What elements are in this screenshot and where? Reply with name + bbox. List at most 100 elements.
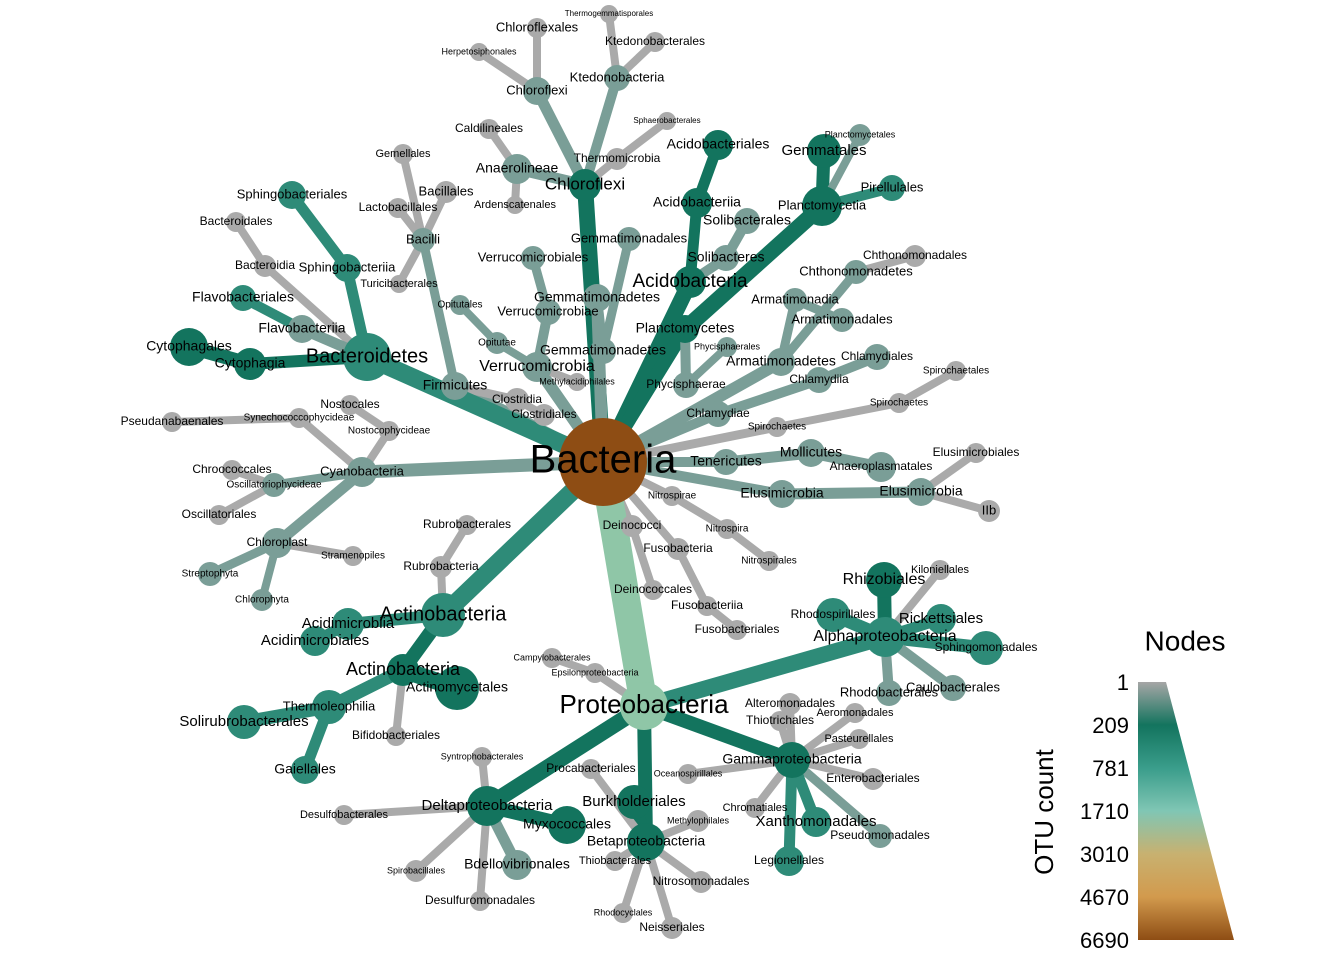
label-deinococci: Deinococci — [603, 518, 662, 532]
legend-axis-label: OTU count — [1029, 748, 1059, 874]
label-chthonomonadetes: Chthonomonadetes — [799, 263, 913, 278]
edge-ktedonobacteria — [580, 73, 622, 190]
label-phycisphaerae: Phycisphaerae — [646, 377, 726, 391]
node-chlorophyta — [251, 589, 273, 611]
node-acidobacteriales — [703, 130, 733, 160]
legend-tick-label: 1710 — [1080, 799, 1129, 824]
label-chlamydiae: Chlamydiae — [686, 406, 750, 420]
label-gemellales: Gemellales — [375, 148, 431, 160]
node-spirochaetales — [946, 361, 966, 381]
label-epsilonproteobacteria: Epsilonproteobacteria — [551, 667, 638, 677]
label-bacteroidetes: Bacteroidetes — [306, 345, 428, 367]
label-verrucomicrobia: Verrucomicrobia — [479, 358, 595, 375]
node-bacteroidia — [254, 255, 276, 277]
node-spirochaetes — [767, 417, 787, 437]
node-fusobacteriia — [697, 596, 717, 616]
node-chlamydiales — [864, 344, 890, 370]
node-acidobacteriia — [682, 188, 712, 218]
node-bacteria — [559, 418, 647, 506]
node-verrucomicrobiae — [535, 299, 561, 325]
node-methylophilales — [687, 810, 709, 832]
label-myxococcales: Myxococcales — [523, 816, 611, 832]
node-armatimonadetes — [767, 348, 795, 376]
label-firmicutes: Firmicutes — [423, 377, 488, 393]
edge-sphingobacteriales — [286, 189, 353, 274]
label-neisseriales: Neisseriales — [639, 920, 704, 934]
label-spirochaetales: Spirochaetales — [923, 366, 989, 377]
legend-tick-label: 1 — [1117, 670, 1129, 695]
node-gemellales — [393, 144, 413, 164]
label-rhizobiales: Rhizobiales — [843, 571, 926, 588]
label-chlorophyta: Chlorophyta — [235, 595, 289, 606]
label-pirellulales: Pirellulales — [861, 179, 924, 194]
label-chloroflexales: Chloroflexales — [496, 19, 579, 34]
label-verrucomicrobiae: Verrucomicrobiae — [497, 303, 598, 318]
label-deltaproteobacteria: Deltaproteobacteria — [422, 797, 554, 814]
legend-tick-label: 4670 — [1080, 885, 1129, 910]
node-myxococcales — [548, 806, 586, 844]
tree-nodes — [162, 5, 1003, 939]
node-bacilli — [411, 228, 435, 252]
label-nitrosomonadales: Nitrosomonadales — [653, 874, 750, 888]
edge-nitrospira — [668, 492, 731, 533]
label-nostocales: Nostocales — [320, 397, 379, 411]
node-epsilonproteobacteria — [585, 663, 605, 683]
label-legionellales: Legionellales — [754, 853, 824, 867]
label-sphingomonadales: Sphingomonadales — [935, 640, 1038, 654]
node-thiotrichales — [770, 711, 790, 731]
legend-tick-label: 3010 — [1080, 842, 1129, 867]
label-cytophagales: Cytophagales — [146, 338, 232, 354]
edge-chthonomonadetes — [776, 267, 861, 367]
label-tenericutes: Tenericutes — [690, 453, 762, 469]
node-planctomycetia — [802, 186, 842, 226]
node-ktedonobacterales — [645, 32, 665, 52]
label-enterobacteriales: Enterobacteriales — [826, 771, 919, 785]
legend-color-scale — [1138, 682, 1234, 940]
node-stramenopiles — [343, 546, 363, 566]
node-actinobacteria_c — [387, 654, 419, 686]
label-ktedonobacterales: Ktedonobacterales — [605, 34, 705, 48]
node-deltaproteobacteria — [467, 786, 507, 826]
label-iib: IIb — [982, 502, 996, 517]
label-acidimicrobiales: Acidimicrobiales — [261, 632, 369, 649]
node-turicibacterales — [390, 275, 408, 293]
node-deinococci — [621, 515, 643, 537]
node-chloroflexi_c — [523, 77, 551, 105]
edge-bacilli — [418, 235, 460, 391]
label-elusimicrobia: Elusimicrobia — [740, 485, 823, 501]
node-pseudomonadales — [868, 824, 892, 848]
label-thermogemmatisporales: Thermogemmatisporales — [565, 9, 653, 18]
label-thiobacterales: Thiobacterales — [579, 855, 652, 867]
legend-tick-label: 6690 — [1080, 928, 1129, 953]
label-sphingobacteriia: Sphingobacteriia — [299, 259, 397, 274]
label-synechococcophycideae: Synechococcophycideae — [244, 413, 355, 424]
label-bifidobacteriales: Bifidobacteriales — [352, 728, 440, 742]
node-verrucomicrobia — [522, 352, 552, 382]
label-opitutae: Opitutae — [478, 338, 516, 349]
node-chthonomonadales — [904, 245, 926, 267]
label-armatimonadia: Armatimonadia — [751, 291, 839, 306]
label-cytophagia: Cytophagia — [215, 355, 286, 371]
label-actinobacteria_c: Actinobacteria — [346, 659, 461, 679]
node-bacillales — [435, 181, 457, 203]
edge-gemmatimonadales — [598, 234, 634, 356]
node-alphaproteobacteria — [865, 617, 905, 657]
label-anaeroplasmatales: Anaeroplasmatales — [830, 459, 933, 473]
label-acidobacteriia: Acidobacteriia — [653, 194, 741, 210]
label-bacteria: Bacteria — [530, 438, 677, 482]
node-nitrospirae — [662, 486, 682, 506]
legend-tick-label: 209 — [1092, 713, 1129, 738]
node-bacteroidetes — [343, 333, 391, 381]
node-thermogemmatisporales — [600, 5, 618, 23]
node-aeromonadales — [845, 703, 865, 723]
legend-tick-label: 781 — [1092, 756, 1129, 781]
label-thermoleophilia: Thermoleophilia — [283, 698, 376, 713]
node-desulfuromonadales — [470, 891, 490, 911]
node-proteobacteria — [620, 682, 668, 730]
node-oscillatoriophycideae — [262, 473, 286, 497]
label-pseudomonadales: Pseudomonadales — [830, 828, 929, 842]
node-legionellales — [774, 846, 804, 876]
label-fusobacteria: Fusobacteria — [643, 541, 713, 555]
node-nostocophycideae — [379, 421, 399, 441]
edge-deltaproteobacteria — [479, 698, 652, 814]
